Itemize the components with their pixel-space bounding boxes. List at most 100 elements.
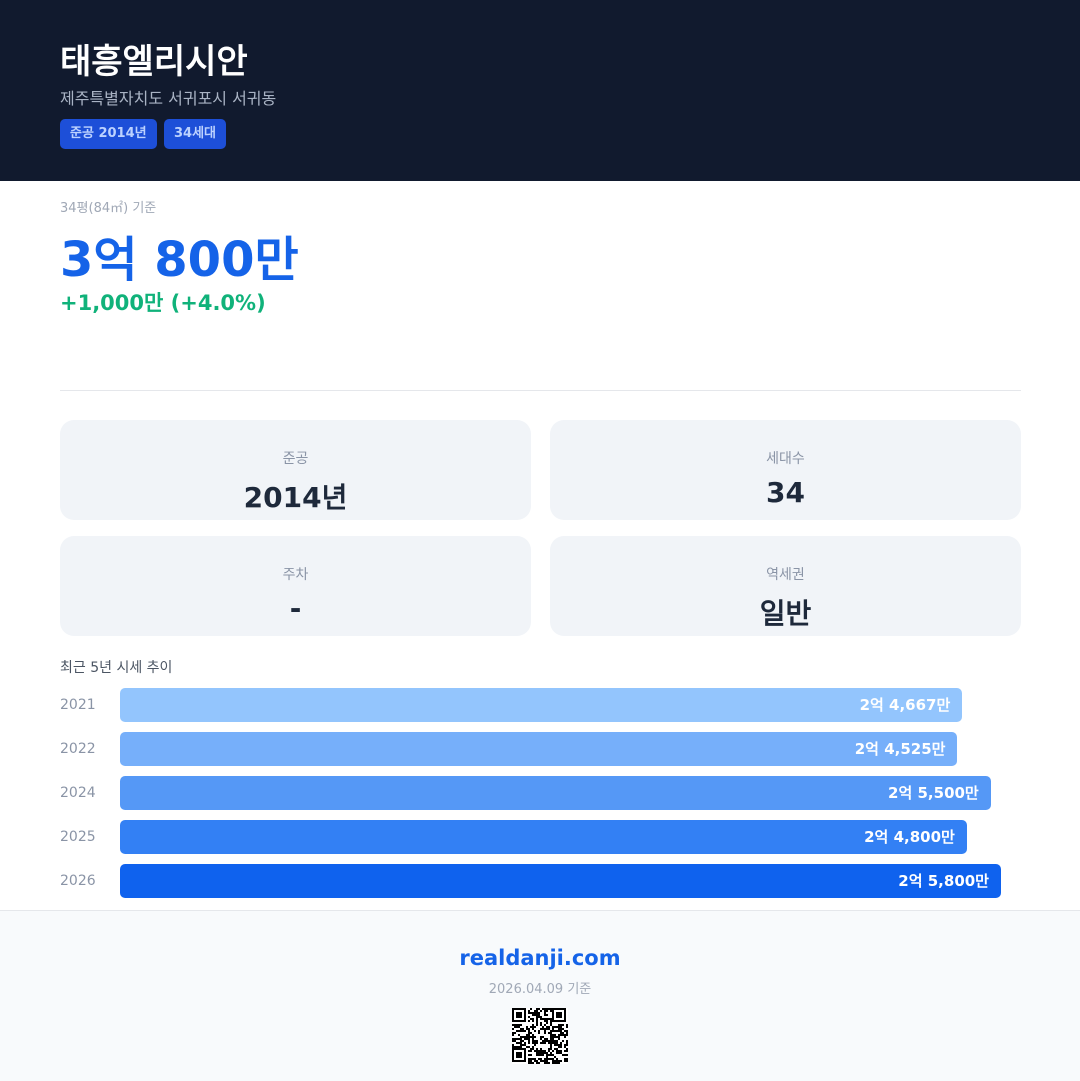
qr-cell <box>548 1050 550 1052</box>
qr-cell <box>556 1052 558 1054</box>
qr-cell <box>530 1008 532 1010</box>
qr-cell <box>566 1054 568 1056</box>
qr-cell <box>540 1022 542 1024</box>
qr-cell <box>530 1060 532 1062</box>
qr-cell <box>550 1024 552 1026</box>
qr-cell <box>518 1024 520 1026</box>
qr-cell <box>556 1012 562 1018</box>
qr-cell <box>534 1040 536 1042</box>
qr-cell <box>566 1044 568 1046</box>
price: 3억 800만 <box>60 232 299 288</box>
qr-cell <box>520 1042 522 1044</box>
qr-cell <box>546 1018 548 1020</box>
stat-value: 34 <box>766 476 805 509</box>
qr-cell <box>540 1060 542 1062</box>
qr-cell <box>534 1042 536 1044</box>
qr-cell <box>550 1034 552 1036</box>
qr-cell <box>550 1020 552 1022</box>
qr-cell <box>558 1030 560 1032</box>
qr-cell <box>564 1044 566 1046</box>
qr-cell <box>534 1014 536 1016</box>
qr-cell <box>564 1034 566 1036</box>
qr-cell <box>542 1050 544 1052</box>
qr-cell <box>544 1028 546 1030</box>
qr-cell <box>546 1014 548 1016</box>
bar-label: 2억 4,800만 <box>864 828 955 846</box>
qr-cell <box>538 1012 540 1014</box>
qr-cell <box>544 1014 546 1016</box>
qr-cell <box>550 1044 552 1046</box>
qr-cell <box>554 1042 556 1044</box>
qr-cell <box>552 1028 554 1030</box>
qr-cell <box>550 1038 552 1040</box>
bar: 2억 4,525만 <box>120 732 958 766</box>
stat-value: 2014년 <box>243 481 348 514</box>
qr-cell <box>558 1046 560 1048</box>
qr-cell <box>548 1048 550 1050</box>
stat-value: - <box>289 592 302 625</box>
qr-cell <box>566 1024 568 1026</box>
qr-cell <box>542 1040 544 1042</box>
qr-cell <box>538 1032 540 1034</box>
qr-cell <box>512 1032 514 1034</box>
qr-cell <box>536 1012 538 1014</box>
qr-cell <box>534 1026 536 1028</box>
qr-cell <box>556 1044 558 1046</box>
qr-cell <box>530 1058 532 1060</box>
qr-cell <box>558 1038 560 1040</box>
qr-cell <box>552 1036 554 1038</box>
qr-cell <box>512 1046 514 1048</box>
qr-cell <box>560 1032 562 1034</box>
qr-cell <box>560 1042 562 1044</box>
y-tick-label: 2024 <box>60 785 96 801</box>
bar: 2억 4,800만 <box>120 820 967 854</box>
qr-cell <box>528 1016 530 1018</box>
header: 태흥엘리시안 제주특별자치도 서귀포시 서귀동 준공 2014년 34세대 <box>0 0 1080 181</box>
qr-cell <box>520 1036 522 1038</box>
stat-card: 세대수 34 <box>550 420 1021 520</box>
qr-cell <box>558 1028 560 1030</box>
qr-cell <box>554 1030 556 1032</box>
qr-cell <box>532 1046 534 1048</box>
qr-cell <box>512 1028 514 1030</box>
qr-cell <box>566 1026 568 1028</box>
qr-cell <box>562 1032 564 1034</box>
qr-cell <box>524 1038 526 1040</box>
qr-cell <box>536 1062 538 1064</box>
qr-cell <box>530 1054 532 1056</box>
qr-cell <box>556 1042 558 1044</box>
bar: 2억 4,667만 <box>120 688 963 722</box>
qr-cell <box>528 1040 530 1042</box>
badge: 34세대 <box>164 119 227 149</box>
qr-cell <box>544 1010 546 1012</box>
qr-cell <box>538 1052 540 1054</box>
bar-label: 2억 5,500만 <box>888 784 979 802</box>
qr-cell <box>512 1034 514 1036</box>
qr-cell <box>562 1054 564 1056</box>
qr-cell <box>560 1050 562 1052</box>
qr-cell <box>550 1054 552 1056</box>
qr-cell <box>528 1060 530 1062</box>
qr-cell <box>542 1060 544 1062</box>
qr-cell <box>520 1046 522 1048</box>
qr-cell <box>558 1036 560 1038</box>
qr-cell <box>566 1060 568 1062</box>
qr-cell <box>556 1062 558 1064</box>
qr-cell <box>560 1044 562 1046</box>
qr-cell <box>538 1030 540 1032</box>
qr-cell <box>540 1052 542 1054</box>
qr-cell <box>516 1024 518 1026</box>
qr-cell <box>544 1012 546 1014</box>
qr-cell <box>554 1044 556 1046</box>
qr-cell <box>516 1012 522 1018</box>
price-change: +1,000만 (+4.0%) <box>60 291 266 315</box>
qr-cell <box>546 1038 548 1040</box>
qr-cell <box>538 1062 540 1064</box>
qr-cell <box>538 1016 540 1018</box>
qr-cell <box>522 1030 524 1032</box>
qr-cell <box>546 1010 548 1012</box>
qr-cell <box>516 1046 518 1048</box>
qr-cell <box>536 1040 538 1042</box>
qr-cell <box>512 1024 514 1026</box>
